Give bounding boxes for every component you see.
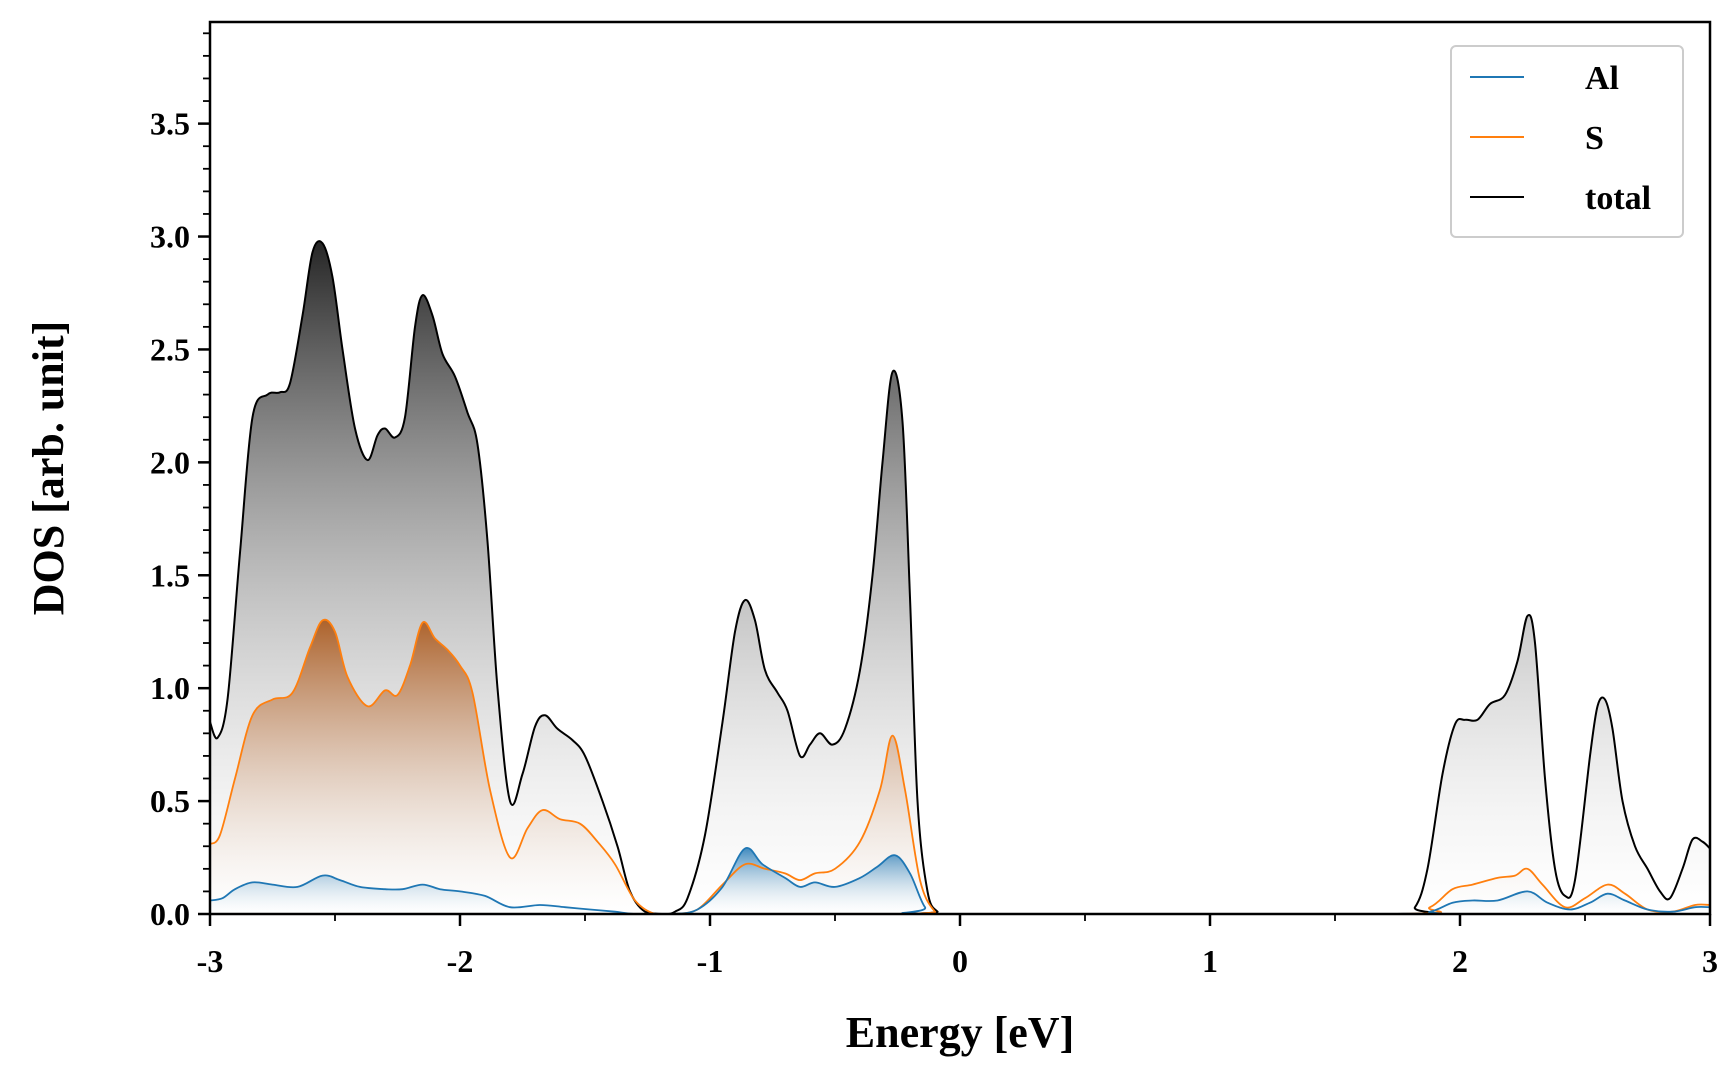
series-lines <box>209 240 1711 916</box>
y-tick-label: 0.5 <box>150 783 190 819</box>
legend: Al S total <box>1450 45 1684 238</box>
x-axis-title: Energy [eV] <box>846 1008 1075 1057</box>
y-tick-label: 1.0 <box>150 670 190 706</box>
x-tick-label: 3 <box>1702 943 1718 979</box>
x-tick-label: -1 <box>697 943 724 979</box>
legend-box <box>1450 45 1684 238</box>
y-tick-label: 2.0 <box>150 444 190 480</box>
area-fills <box>210 241 1710 915</box>
legend-label-total: total <box>1585 180 1651 217</box>
x-tick-label: 2 <box>1452 943 1468 979</box>
series-line-s <box>209 618 1711 915</box>
y-axis: 0.0 0.5 1.0 1.5 2.0 2.5 3.0 3.5 <box>150 32 210 932</box>
x-tick-label: -2 <box>447 943 474 979</box>
x-tick-label: -3 <box>197 943 224 979</box>
x-tick-label: 0 <box>952 943 968 979</box>
x-axis: -3 -2 -1 0 1 2 3 <box>197 914 1718 979</box>
series-line-al <box>209 847 1711 915</box>
y-axis-title: DOS [arb. unit] <box>24 321 73 616</box>
series-line-total <box>209 240 1711 916</box>
legend-label-al: Al <box>1585 60 1619 97</box>
area-fill-s <box>210 619 1710 914</box>
x-tick-label: 1 <box>1202 943 1218 979</box>
y-tick-label: 3.5 <box>150 106 190 142</box>
y-tick-label: 1.5 <box>150 557 190 593</box>
area-fill-al <box>210 847 1710 914</box>
y-tick-label: 0.0 <box>150 896 190 932</box>
y-tick-label: 2.5 <box>150 331 190 367</box>
legend-label-s: S <box>1585 120 1604 157</box>
y-tick-label: 3.0 <box>150 219 190 255</box>
